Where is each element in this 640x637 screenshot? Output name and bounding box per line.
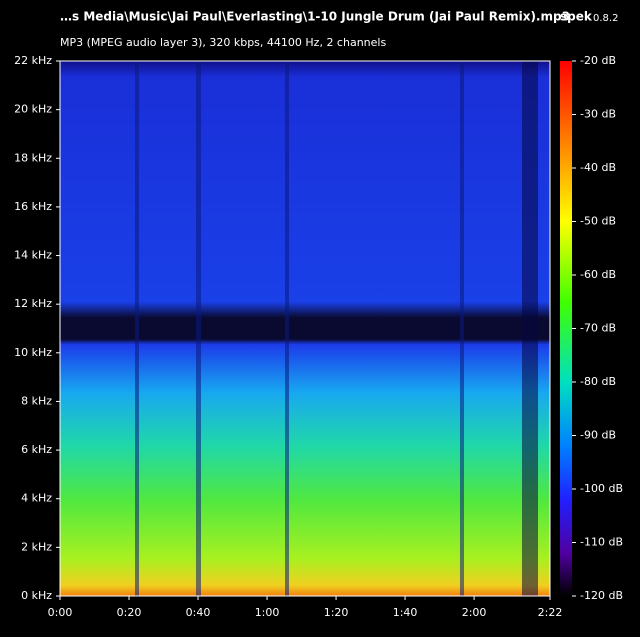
y-tick-label: 12 kHz (14, 297, 52, 310)
y-tick-label: 22 kHz (14, 54, 52, 67)
colorbar-tick-label: -90 dB (580, 429, 616, 442)
y-tick-label: 0 kHz (21, 589, 52, 602)
y-tick-label: 6 kHz (21, 443, 52, 456)
y-tick-label: 18 kHz (14, 151, 52, 164)
plot-frame (59, 60, 551, 597)
app-name: spek (560, 10, 593, 24)
spectrogram-image (60, 61, 550, 596)
y-tick-label: 16 kHz (14, 200, 52, 213)
x-tick-label: 1:00 (255, 606, 280, 619)
x-tick-label: 0:20 (117, 606, 142, 619)
colorbar-tick-label: -100 dB (580, 482, 623, 495)
x-tick-label: 0:00 (48, 606, 73, 619)
x-tick-label: 2:22 (538, 606, 563, 619)
colorbar-tick-label: -20 dB (580, 54, 616, 67)
y-tick-label: 10 kHz (14, 346, 52, 359)
x-tick-label: 1:40 (393, 606, 418, 619)
spectrogram-streaks (135, 61, 538, 596)
x-tick-label: 2:00 (462, 606, 487, 619)
colorbar-tick-label: -120 dB (580, 589, 623, 602)
file-info: MP3 (MPEG audio layer 3), 320 kbps, 4410… (60, 36, 386, 49)
colorbar-tick-label: -70 dB (580, 322, 616, 335)
x-tick-label: 1:20 (324, 606, 349, 619)
y-tick-label: 8 kHz (21, 394, 52, 407)
colorbar-tick-label: -30 dB (580, 108, 616, 121)
y-tick-label: 2 kHz (21, 540, 52, 553)
x-tick-label: 0:40 (186, 606, 211, 619)
file-title: …s Media\Music\Jai Paul\Everlasting\1-10… (60, 10, 570, 24)
colorbar-tick-label: -50 dB (580, 215, 616, 228)
colorbar-tick-label: -40 dB (580, 161, 616, 174)
colorbar-tick-label: -110 dB (580, 536, 623, 549)
colorbar (560, 61, 572, 596)
colorbar-tick-label: -80 dB (580, 375, 616, 388)
y-tick-label: 20 kHz (14, 103, 52, 116)
colorbar-tick-label: -60 dB (580, 268, 616, 281)
y-tick-label: 4 kHz (21, 492, 52, 505)
y-tick-label: 14 kHz (14, 249, 52, 262)
app-version: 0.8.2 (593, 13, 618, 24)
